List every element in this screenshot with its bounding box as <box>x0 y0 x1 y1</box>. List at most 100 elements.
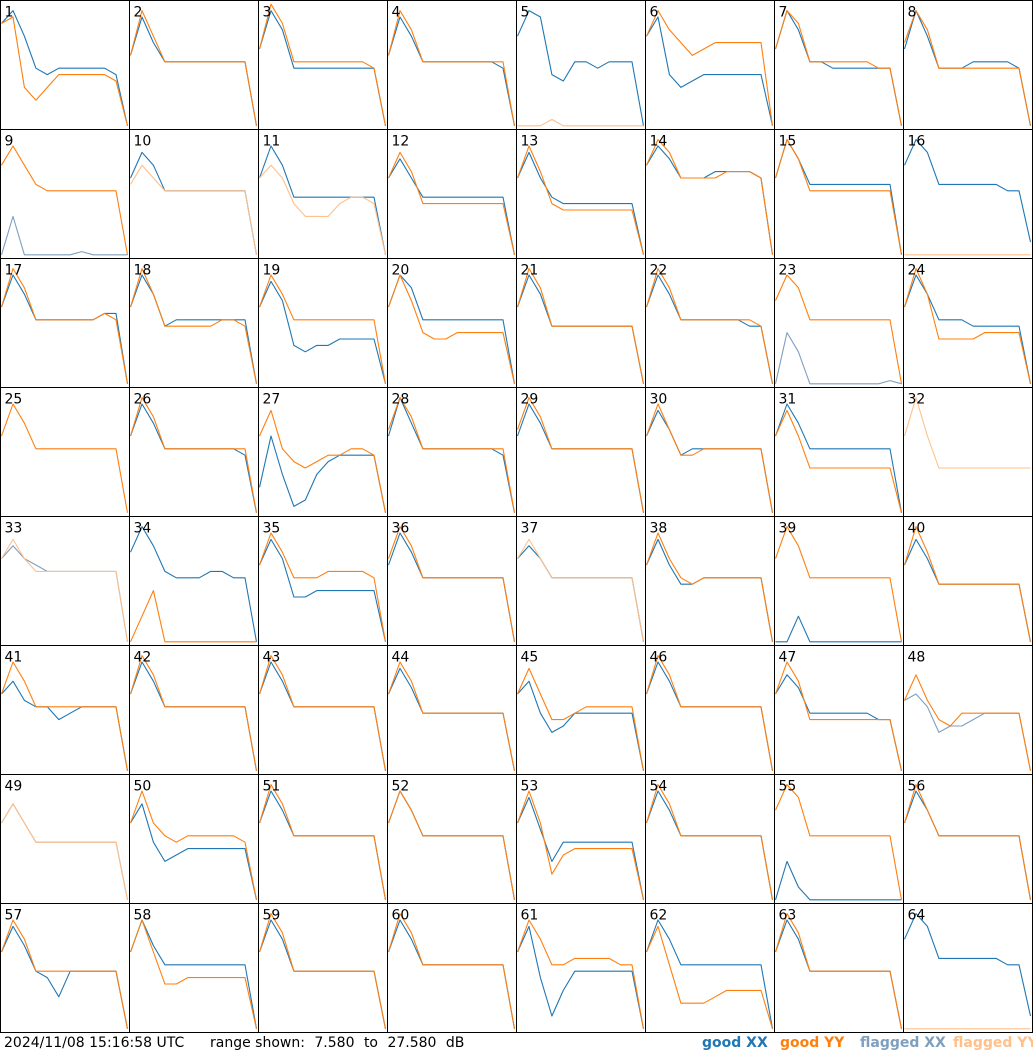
yy-trace <box>903 268 1032 384</box>
xx-trace <box>516 796 645 900</box>
panel-label: 1 <box>5 5 14 21</box>
yy-trace <box>516 397 645 513</box>
panel-label: 36 <box>392 521 410 537</box>
xx-trace <box>258 280 387 384</box>
range-max: 27.580 <box>387 1035 436 1051</box>
yy-trace <box>774 409 903 513</box>
yy-trace <box>387 274 516 384</box>
yy-trace <box>387 397 516 513</box>
yy-trace <box>903 397 1031 469</box>
panel-label: 56 <box>908 779 926 795</box>
yy-trace <box>258 3 387 126</box>
range-text: range shown: 7.580 to 27.580 dB <box>210 1035 464 1051</box>
panel-label: 54 <box>650 779 668 795</box>
xx-trace <box>774 403 903 513</box>
panel-label: 41 <box>5 650 23 666</box>
panel: 15 <box>774 129 904 259</box>
yy-trace <box>387 661 516 771</box>
panel-label: 60 <box>392 908 410 924</box>
panel-label: 9 <box>5 134 14 150</box>
panel-label: 40 <box>908 521 926 537</box>
panel: 29 <box>516 387 646 517</box>
panel-label: 12 <box>392 134 410 150</box>
xx-trace <box>903 913 1032 1017</box>
panel-label: 22 <box>650 263 668 279</box>
xx-trace <box>517 680 645 771</box>
panel: 47 <box>774 645 904 775</box>
panel-label: 63 <box>779 908 797 924</box>
panel: 22 <box>645 258 775 388</box>
yy-trace <box>129 10 258 126</box>
yy-trace <box>258 409 387 513</box>
xx-trace <box>1 10 129 126</box>
panel-label: 57 <box>5 908 23 924</box>
panel-label: 14 <box>650 134 668 150</box>
yy-trace <box>645 403 774 513</box>
yy-trace <box>387 526 516 642</box>
yy-trace <box>517 538 645 642</box>
xx-trace <box>129 919 258 1029</box>
panel-label: 37 <box>521 521 539 537</box>
xx-trace <box>903 139 1032 243</box>
panel-label: 58 <box>134 908 152 924</box>
yy-trace <box>903 784 1032 900</box>
yy-trace <box>0 403 129 513</box>
panel-label: 34 <box>134 521 152 537</box>
panel-label: 47 <box>779 650 797 666</box>
panel: 30 <box>645 387 775 517</box>
yy-trace <box>387 913 516 1029</box>
panel-label: 3 <box>263 5 272 21</box>
panel-label: 49 <box>5 779 23 795</box>
panel-label: 62 <box>650 908 668 924</box>
panel-label: 17 <box>5 263 23 279</box>
yy-trace <box>774 10 903 126</box>
panel: 59 <box>258 903 388 1033</box>
panel-label: 21 <box>521 263 539 279</box>
yy-trace <box>516 667 645 771</box>
panel: 61 <box>516 903 646 1033</box>
xx-trace <box>903 10 1032 126</box>
yy-trace <box>1 803 129 900</box>
xx-trace <box>775 615 902 643</box>
xx-trace <box>646 16 774 126</box>
yy-trace <box>645 655 774 771</box>
panel-label: 26 <box>134 392 152 408</box>
yy-trace <box>0 661 129 771</box>
yy-trace <box>0 919 129 1029</box>
panel-label: 31 <box>779 392 797 408</box>
yy-trace <box>645 268 774 384</box>
panel: 57 <box>0 903 130 1033</box>
yy-trace <box>387 151 516 255</box>
xx-trace <box>129 526 258 642</box>
panel-label: 53 <box>521 779 539 795</box>
panel: 62 <box>645 903 775 1033</box>
yy-trace <box>387 790 516 900</box>
panel-label: 59 <box>263 908 281 924</box>
yy-trace <box>517 118 644 127</box>
timestamp: 2024/11/08 15:16:58 UTC <box>4 1035 184 1051</box>
panel-label: 64 <box>908 908 926 924</box>
xx-trace <box>258 10 387 126</box>
panel-label: 20 <box>392 263 410 279</box>
footer: 2024/11/08 15:16:58 UTC range shown: 7.5… <box>4 1035 1033 1051</box>
yy-trace <box>645 10 774 126</box>
yy-trace <box>903 674 1032 771</box>
legend-entry: flagged YY <box>953 1035 1033 1051</box>
panel-label: 16 <box>908 134 926 150</box>
panel-label: 35 <box>263 521 281 537</box>
xx-trace <box>774 332 902 385</box>
panel-label: 4 <box>392 5 401 21</box>
panel-label: 50 <box>134 779 152 795</box>
yy-trace <box>258 532 387 642</box>
yy-trace <box>129 919 258 1029</box>
yy-trace <box>516 145 645 255</box>
panel-label: 10 <box>134 134 152 150</box>
panel-label: 42 <box>134 650 152 666</box>
xx-trace <box>388 158 516 255</box>
xx-trace <box>258 435 387 513</box>
yy-trace <box>258 784 387 900</box>
panel-label: 61 <box>521 908 539 924</box>
yy-trace <box>903 10 1032 126</box>
panel-label: 52 <box>392 779 410 795</box>
legend-entry: good YY <box>780 1035 845 1051</box>
